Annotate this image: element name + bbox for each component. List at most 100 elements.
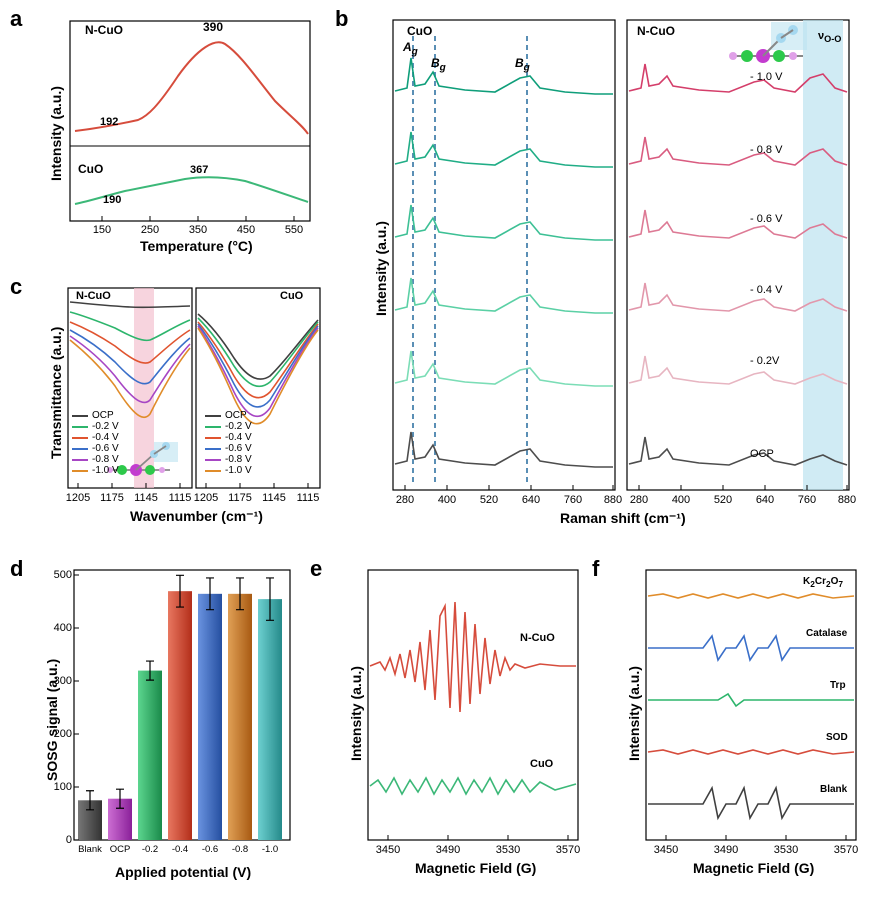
a-xt0: 150 <box>90 224 114 236</box>
b-ylabel: Intensity (a.u.) <box>373 221 389 316</box>
b-p0: - 1.0 V <box>750 71 782 83</box>
f-xt1: 3490 <box>712 844 740 856</box>
d-cat-4: -0.6 <box>194 844 226 855</box>
c-lg5: -1.0 V <box>92 465 119 476</box>
a-ncuo-label: N-CuO <box>85 23 123 37</box>
f-xt0: 3450 <box>652 844 680 856</box>
b-xtr4: 760 <box>795 494 819 506</box>
c-ylabel: Transmittance (a.u.) <box>48 327 64 459</box>
c-lg1: -0.2 V <box>92 421 119 432</box>
a-xlabel: Temperature (°C) <box>140 238 253 254</box>
f-xt3: 3570 <box>832 844 860 856</box>
f-l1: Catalase <box>806 628 847 639</box>
b-xtl2: 520 <box>477 494 501 506</box>
b-voo: νO-O <box>818 30 841 44</box>
panel-e: N-CuO CuO 3450 3490 3530 3570 Magnetic F… <box>330 566 585 892</box>
d-ylabel: SOSG signal (a.u.) <box>44 659 60 781</box>
c-right-title: CuO <box>280 290 303 302</box>
d-xlabel: Applied potential (V) <box>115 864 251 880</box>
b-xtl4: 760 <box>561 494 585 506</box>
c-lgr2: -0.4 V <box>225 432 252 443</box>
b-xlabel: Raman shift (cm⁻¹) <box>560 510 686 527</box>
f-l0: K2Cr2O7 <box>803 576 843 589</box>
c-xtr1: 1175 <box>226 492 254 504</box>
d-yt1: 100 <box>48 781 72 793</box>
b-p5: OCP <box>750 448 774 460</box>
f-l4: Blank <box>820 784 847 795</box>
c-xtr3: 1115 <box>294 492 322 504</box>
c-legend-left: OCP -0.2 V -0.4 V -0.6 V -0.8 V -1.0 V <box>72 410 119 476</box>
panel-label-c: c <box>10 274 22 300</box>
c-lgr0: OCP <box>225 410 247 421</box>
panel-b: CuO N-CuO Ag Bg Bg νO-O - 1.0 V - 0.8 V … <box>355 16 860 532</box>
a-xt4: 550 <box>282 224 306 236</box>
b-xtr5: 880 <box>835 494 859 506</box>
b-Ag: Ag <box>403 40 418 57</box>
d-cat-3: -0.4 <box>164 844 196 855</box>
f-ylabel: Intensity (a.u.) <box>626 666 642 761</box>
c-xtl3: 1115 <box>166 492 194 504</box>
c-lgr4: -0.8 V <box>225 454 252 465</box>
d-cat-6: -1.0 <box>254 844 286 855</box>
c-lgr5: -1.0 V <box>225 465 252 476</box>
c-lg2: -0.4 V <box>92 432 119 443</box>
c-lgr1: -0.2 V <box>225 421 252 432</box>
f-l2: Trp <box>830 680 846 691</box>
panel-label-b: b <box>335 6 348 32</box>
b-xtl1: 400 <box>435 494 459 506</box>
f-xlabel: Magnetic Field (G) <box>693 860 814 876</box>
panel-a: N-CuO 192 390 CuO 190 367 150 250 350 45… <box>30 16 320 256</box>
b-xtr3: 640 <box>753 494 777 506</box>
b-p2: - 0.6 V <box>750 213 782 225</box>
d-yt0: 0 <box>50 834 72 846</box>
a-cuo-label: CuO <box>78 162 103 176</box>
c-lgr3: -0.6 V <box>225 443 252 454</box>
d-cat-2: -0.2 <box>134 844 166 855</box>
e-ncuo: N-CuO <box>520 632 555 644</box>
d-cat-0: Blank <box>74 844 106 855</box>
a-xt1: 250 <box>138 224 162 236</box>
b-xtr0: 280 <box>627 494 651 506</box>
c-xtl0: 1205 <box>64 492 92 504</box>
a-cuo-p2: 367 <box>190 164 208 176</box>
panel-d: 0 100 200 300 400 500 BlankOCP-0.2-0.4-0… <box>30 566 300 892</box>
c-legend-right: OCP -0.2 V -0.4 V -0.6 V -0.8 V -1.0 V <box>205 410 252 476</box>
c-xtr0: 1205 <box>192 492 220 504</box>
b-xtr1: 400 <box>669 494 693 506</box>
panel-label-d: d <box>10 556 23 582</box>
c-lg0: OCP <box>92 410 114 421</box>
b-Bg2: Bg <box>515 56 530 73</box>
e-xt0: 3450 <box>374 844 402 856</box>
b-xtl5: 880 <box>601 494 625 506</box>
f-l3: SOD <box>826 732 848 743</box>
f-xt2: 3530 <box>772 844 800 856</box>
e-xt3: 3570 <box>554 844 582 856</box>
a-ylabel: Intensity (a.u.) <box>48 86 64 181</box>
e-xlabel: Magnetic Field (G) <box>415 860 536 876</box>
a-ncuo-p1: 192 <box>100 116 118 128</box>
e-ylabel: Intensity (a.u.) <box>348 666 364 761</box>
panel-b-svg <box>355 16 860 532</box>
d-cat-1: OCP <box>104 844 136 855</box>
b-xtl0: 280 <box>393 494 417 506</box>
b-right-title: N-CuO <box>637 24 675 38</box>
b-xtl3: 640 <box>519 494 543 506</box>
panel-c: N-CuO CuO OCP -0.2 V -0.4 V -0.6 V -0.8 … <box>30 284 330 532</box>
b-p3: - 0.4 V <box>750 284 782 296</box>
panel-label-a: a <box>10 6 22 32</box>
d-yt4: 400 <box>48 622 72 634</box>
d-cat-5: -0.8 <box>224 844 256 855</box>
panel-f: K2Cr2O7 Catalase Trp SOD Blank 3450 3490… <box>608 566 863 892</box>
a-xt3: 450 <box>234 224 258 236</box>
e-xt2: 3530 <box>494 844 522 856</box>
c-xlabel: Wavenumber (cm⁻¹) <box>130 508 263 525</box>
c-xtl1: 1175 <box>98 492 126 504</box>
c-xtl2: 1145 <box>132 492 160 504</box>
c-left-title: N-CuO <box>76 290 111 302</box>
c-lg3: -0.6 V <box>92 443 119 454</box>
e-cuo: CuO <box>530 758 553 770</box>
panel-a-svg <box>30 16 320 256</box>
b-Bg1: Bg <box>431 56 446 73</box>
e-xt1: 3490 <box>434 844 462 856</box>
a-ncuo-p2: 390 <box>203 20 223 34</box>
